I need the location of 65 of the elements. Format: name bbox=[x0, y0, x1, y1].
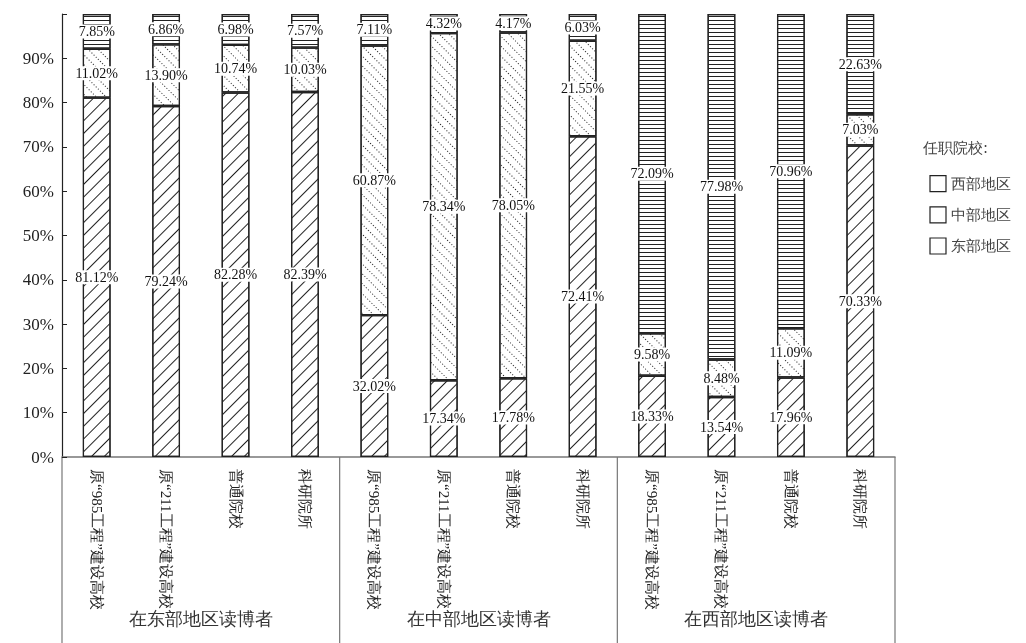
data-label: 13.54% bbox=[699, 419, 744, 435]
data-label: 11.09% bbox=[769, 345, 813, 361]
y-tick-label: 50% bbox=[22, 226, 54, 245]
data-label: 70.96% bbox=[769, 163, 813, 179]
data-label: 79.24% bbox=[144, 273, 189, 289]
data-label: 77.98% bbox=[699, 179, 744, 195]
data-label: 10.74% bbox=[213, 61, 258, 77]
y-tick-label: 60% bbox=[22, 181, 54, 201]
legend-label: 西部地区 bbox=[951, 174, 1011, 193]
y-tick-label: 20% bbox=[22, 358, 54, 378]
y-tick-label: 0% bbox=[31, 447, 54, 467]
legend-title: 任职院校: bbox=[921, 138, 989, 157]
data-label: 9.58% bbox=[633, 347, 671, 363]
x-tick-label: 普通院校 bbox=[782, 469, 799, 529]
data-label: 78.05% bbox=[491, 197, 536, 213]
x-tick-label: 原“985工程”建设高校 bbox=[366, 469, 383, 610]
data-label: 7.11% bbox=[356, 22, 393, 38]
x-tick-label: 科研院所 bbox=[574, 469, 591, 529]
x-tick-label: 科研院所 bbox=[296, 469, 313, 529]
data-label: 6.86% bbox=[148, 21, 185, 37]
data-label: 11.02% bbox=[75, 65, 119, 81]
legend-label: 中部地区 bbox=[951, 205, 1011, 224]
data-label: 6.03% bbox=[564, 19, 602, 35]
data-label: 60.87% bbox=[352, 172, 397, 188]
x-tick-label: 原“211工程”建设高校 bbox=[713, 469, 730, 610]
data-label: 17.78% bbox=[491, 410, 536, 426]
data-label: 10.03% bbox=[283, 62, 327, 78]
y-tick-label: 80% bbox=[22, 93, 54, 113]
text: 在中部地区读博者 bbox=[406, 607, 551, 629]
data-label: 72.09% bbox=[630, 166, 674, 182]
data-label: 7.03% bbox=[842, 122, 879, 138]
data-label: 4.32% bbox=[425, 16, 463, 32]
legend-label: 东部地区 bbox=[951, 237, 1011, 255]
data-label: 22.63% bbox=[838, 56, 883, 72]
x-tick-label: 原“985工程”建设高校 bbox=[644, 469, 661, 610]
data-label: 82.39% bbox=[283, 267, 327, 283]
x-tick-label: 原“985工程”建设高校 bbox=[88, 469, 105, 610]
data-label: 82.28% bbox=[213, 267, 258, 283]
data-label: 32.02% bbox=[352, 378, 397, 394]
text: 在西部地区读博者 bbox=[684, 607, 829, 629]
data-label: 78.34% bbox=[422, 199, 466, 215]
x-tick-label: 科研院所 bbox=[852, 469, 869, 529]
data-label: 13.90% bbox=[144, 67, 189, 83]
data-label: 70.33% bbox=[838, 293, 883, 309]
data-label: 6.98% bbox=[217, 21, 254, 37]
x-tick-label: 普通院校 bbox=[505, 469, 522, 529]
data-label: 7.85% bbox=[78, 23, 116, 39]
data-label: 21.55% bbox=[561, 80, 605, 96]
x-tick-label: 原“211工程”建设高校 bbox=[158, 469, 175, 610]
x-tick-label: 原“211工程”建设高校 bbox=[435, 469, 452, 610]
y-tick-label: 10% bbox=[22, 403, 54, 423]
data-label: 17.96% bbox=[769, 409, 813, 425]
data-label: 17.34% bbox=[422, 411, 466, 427]
data-label: 18.33% bbox=[630, 408, 674, 424]
data-label: 4.17% bbox=[495, 15, 532, 31]
data-label: 72.41% bbox=[561, 289, 605, 305]
x-tick-label: 普通院校 bbox=[227, 469, 244, 529]
y-tick-label: 90% bbox=[22, 48, 54, 68]
y-tick-label: 70% bbox=[22, 137, 54, 157]
y-tick-label: 40% bbox=[22, 270, 54, 290]
data-label: 7.57% bbox=[286, 23, 324, 39]
data-label: 8.48% bbox=[703, 370, 740, 386]
y-tick-label: 30% bbox=[22, 314, 54, 334]
data-label: 81.12% bbox=[75, 269, 119, 285]
text: 在东部地区读博者 bbox=[128, 607, 273, 629]
